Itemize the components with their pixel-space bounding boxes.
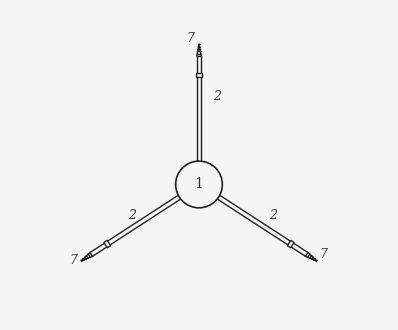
Polygon shape <box>197 56 201 161</box>
Polygon shape <box>90 195 181 256</box>
Text: 7: 7 <box>319 248 327 261</box>
Text: 7: 7 <box>187 32 195 45</box>
Text: 7: 7 <box>69 254 77 267</box>
Text: 2: 2 <box>213 90 221 103</box>
Circle shape <box>176 161 222 208</box>
Text: 2: 2 <box>129 209 137 222</box>
Polygon shape <box>217 195 308 256</box>
Text: 2: 2 <box>269 209 277 222</box>
Polygon shape <box>104 240 111 248</box>
Text: 1: 1 <box>195 178 203 191</box>
Polygon shape <box>196 73 202 77</box>
Polygon shape <box>287 240 294 248</box>
